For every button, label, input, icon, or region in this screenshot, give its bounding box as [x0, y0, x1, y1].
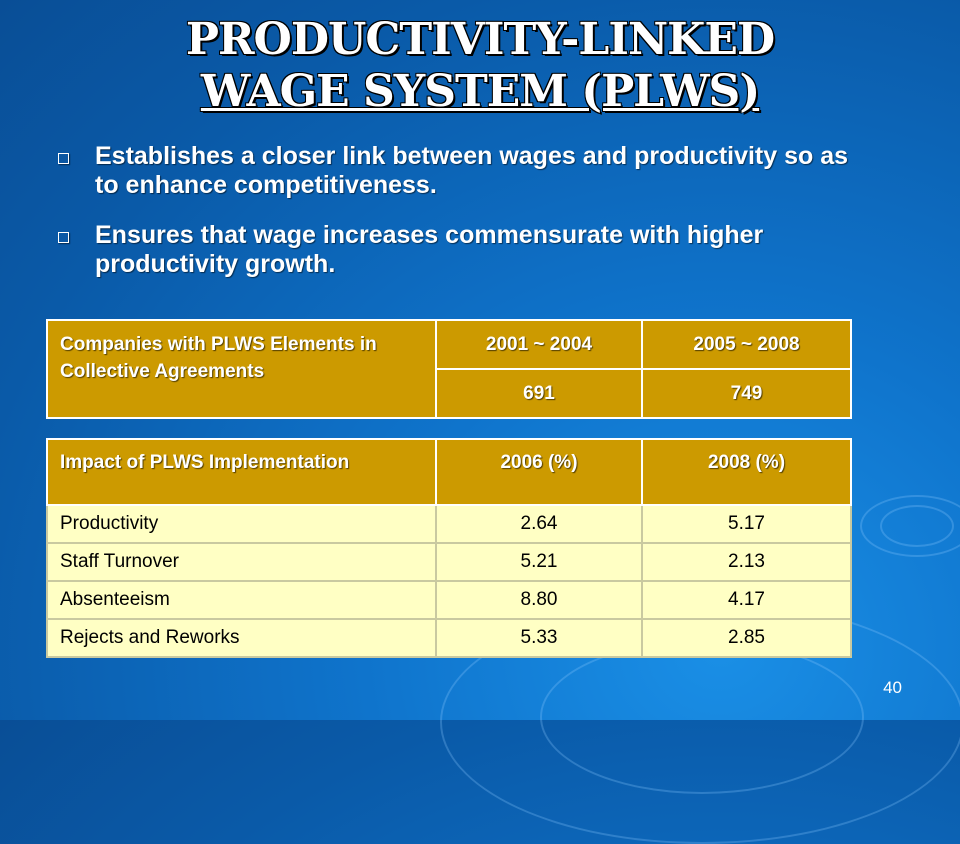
plws-impact-table: Impact of PLWS Implementation 2006 (%) 2… — [46, 438, 852, 658]
title-line-1: PRODUCTIVITY-LINKED — [185, 14, 775, 65]
row-label: Rejects and Reworks — [46, 618, 437, 658]
table-header-cell: Impact of PLWS Implementation — [46, 438, 437, 506]
square-bullet-icon — [58, 232, 69, 243]
column-header-2008: 2008 (%) — [641, 438, 852, 506]
bullet-text: Ensures that wage increases commensurate… — [95, 221, 764, 278]
bullet-list: Establishes a closer link between wages … — [58, 142, 878, 300]
table-row: Absenteeism 8.80 4.17 — [46, 580, 852, 620]
value-2006: 5.33 — [435, 618, 643, 658]
bullet-item: Establishes a closer link between wages … — [58, 142, 878, 200]
column-header-2005-2008: 2005 ~ 2008 — [641, 319, 852, 370]
value-2006: 5.21 — [435, 542, 643, 582]
bullet-item: Ensures that wage increases commensurate… — [58, 221, 878, 279]
value-2005-2008: 749 — [641, 368, 852, 419]
value-2001-2004: 691 — [435, 368, 643, 419]
plws-companies-table: Companies with PLWS Elements in Collecti… — [46, 319, 852, 419]
title-line-2: WAGE SYSTEM (PLWS) — [200, 66, 760, 117]
row-label: Staff Turnover — [46, 542, 437, 582]
row-label: Productivity — [46, 504, 437, 544]
column-header-2006: 2006 (%) — [435, 438, 643, 506]
square-bullet-icon — [58, 153, 69, 164]
row-label: Absenteeism — [46, 580, 437, 620]
table-row: Rejects and Reworks 5.33 2.85 — [46, 618, 852, 658]
value-2008: 4.17 — [641, 580, 852, 620]
value-2008: 2.85 — [641, 618, 852, 658]
slide-title: PRODUCTIVITY-LINKED WAGE SYSTEM (PLWS) — [0, 14, 960, 118]
value-2008: 2.13 — [641, 542, 852, 582]
column-header-2001-2004: 2001 ~ 2004 — [435, 319, 643, 370]
table-row: Productivity 2.64 5.17 — [46, 504, 852, 544]
water-ripple-decoration — [860, 495, 960, 557]
page-number: 40 — [883, 678, 902, 697]
table-row: Staff Turnover 5.21 2.13 — [46, 542, 852, 582]
value-2008: 5.17 — [641, 504, 852, 544]
table-header-cell: Companies with PLWS Elements in Collecti… — [46, 319, 437, 419]
water-ripple-decoration — [540, 640, 864, 794]
value-2006: 8.80 — [435, 580, 643, 620]
value-2006: 2.64 — [435, 504, 643, 544]
bullet-text: Establishes a closer link between wages … — [95, 142, 849, 199]
